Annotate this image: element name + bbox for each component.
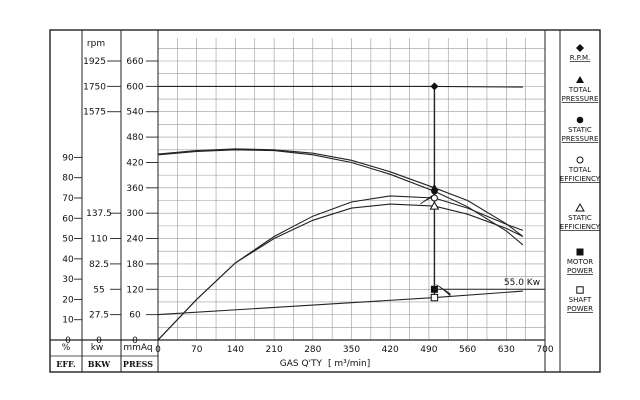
pressure-axis-header: mmAq <box>123 343 152 353</box>
pressure-tick-label: 360 <box>126 184 143 194</box>
power-tick-label: 82.5 <box>89 260 109 270</box>
rpm-tick-label: 1925 <box>83 57 106 67</box>
legend-label: PRESSURE <box>562 135 599 143</box>
legend-label: SHAFT <box>569 296 592 304</box>
power-tick-label: 55 <box>93 285 104 295</box>
rpm-line <box>158 85 523 88</box>
pressure-tick-label: 480 <box>126 133 143 143</box>
x-tick-label: 630 <box>498 345 515 355</box>
rpm-operating-marker <box>430 82 439 91</box>
pressure-tick-label: 240 <box>126 235 143 245</box>
total-efficiency-marker <box>430 194 438 202</box>
legend-label: STATIC <box>568 214 592 222</box>
efficiency-tick-label: 20 <box>62 295 74 305</box>
legend-label: POWER <box>567 305 593 313</box>
x-axis-unit: [ m³/min] <box>328 359 370 369</box>
legend-symbol <box>576 44 584 52</box>
legend-label: POWER <box>567 267 593 275</box>
operating-hatch <box>442 288 451 297</box>
legend-label: PRESSURE <box>562 95 599 103</box>
legend-symbol <box>576 116 584 124</box>
efficiency-tick-label: 60 <box>62 214 74 224</box>
efficiency-tick-label: 0 <box>65 336 71 346</box>
legend-label: EFFICIENCY <box>560 223 601 231</box>
efficiency-axis-footer: EFF. <box>56 359 76 369</box>
rpm-tick-label: 1750 <box>83 82 106 92</box>
x-axis-label: GAS Q'TY <box>280 359 323 369</box>
power-axis-header: kw <box>91 343 104 353</box>
legend-label: MOTOR <box>567 258 593 266</box>
x-tick-label: 210 <box>266 345 283 355</box>
power-axis-footer: BKW <box>88 359 111 369</box>
pressure-tick-label: 120 <box>126 285 143 295</box>
static-pressure-line <box>157 149 524 246</box>
efficiency-tick-label: 10 <box>62 316 74 326</box>
efficiency-axis-header: % <box>62 343 71 353</box>
static-efficiency-line <box>157 203 524 341</box>
rpm-tick-label: 1575 <box>83 108 106 118</box>
pressure-tick-label: 60 <box>129 311 141 321</box>
x-tick-label: 140 <box>227 345 244 355</box>
power-tick-label: 137.5 <box>86 209 112 219</box>
chart-frame <box>49 29 601 373</box>
x-tick-label: 700 <box>536 345 553 355</box>
rpm-axis-header: rpm <box>87 39 105 49</box>
legend-symbol <box>575 202 585 212</box>
shaft-power-marker <box>430 293 439 302</box>
motor-power-annotation: 55.0 Kw <box>504 278 540 288</box>
pressure-tick-label: 660 <box>126 57 143 67</box>
legend-symbol <box>576 286 584 294</box>
legend-label: TOTAL <box>568 166 591 174</box>
legend-symbol <box>576 156 584 164</box>
legend-symbol <box>576 76 584 83</box>
legend-label: EFFICIENCY <box>560 175 601 183</box>
efficiency-tick-label: 50 <box>62 235 74 245</box>
efficiency-tick-label: 80 <box>62 174 74 184</box>
legend-label: TOTAL <box>568 86 591 94</box>
efficiency-tick-label: 90 <box>62 153 74 163</box>
x-tick-label: 420 <box>382 345 399 355</box>
efficiency-tick-label: 40 <box>62 255 74 265</box>
legend-label: R.P.M. <box>570 54 590 62</box>
static-pressure-marker <box>431 187 438 195</box>
x-tick-label: 490 <box>420 345 437 355</box>
power-tick-label: 0 <box>96 336 102 346</box>
pressure-tick-label: 600 <box>126 82 143 92</box>
static-efficiency-marker <box>429 201 440 210</box>
pressure-tick-label: 540 <box>126 108 143 118</box>
total-pressure-line <box>157 148 524 237</box>
x-tick-label: 350 <box>343 345 360 355</box>
legend-label: STATIC <box>568 126 592 134</box>
pressure-tick-label: 300 <box>126 209 143 219</box>
pressure-tick-label: 0 <box>132 336 138 346</box>
power-tick-label: 27.5 <box>89 311 109 321</box>
x-tick-label: 0 <box>155 345 161 355</box>
shaft-power-line <box>157 290 523 316</box>
x-tick-label: 70 <box>191 345 203 355</box>
x-tick-label: 280 <box>304 345 321 355</box>
pressure-axis-footer: PRESS <box>123 359 153 369</box>
pressure-tick-label: 180 <box>126 260 143 270</box>
grid-lines <box>157 38 546 341</box>
x-tick-label: 560 <box>459 345 476 355</box>
total-efficiency-line <box>157 195 524 341</box>
legend-symbol <box>576 248 584 256</box>
efficiency-tick-label: 30 <box>62 275 74 285</box>
pressure-tick-label: 420 <box>126 158 143 168</box>
efficiency-tick-label: 70 <box>62 194 74 204</box>
power-tick-label: 110 <box>90 235 107 245</box>
